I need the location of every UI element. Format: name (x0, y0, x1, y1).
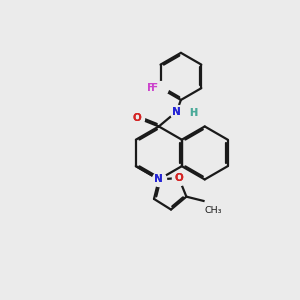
Text: CH₃: CH₃ (205, 206, 223, 215)
Text: O: O (175, 173, 183, 183)
Text: F: F (151, 83, 158, 93)
Text: N: N (172, 107, 181, 117)
Text: N: N (154, 174, 163, 184)
Text: O: O (175, 173, 183, 183)
Text: H: H (189, 108, 197, 118)
Text: F: F (147, 83, 154, 93)
Text: O: O (132, 112, 141, 123)
Text: N: N (154, 174, 163, 184)
Text: O: O (132, 112, 141, 123)
Text: H: H (189, 108, 197, 118)
Text: N: N (172, 107, 181, 117)
